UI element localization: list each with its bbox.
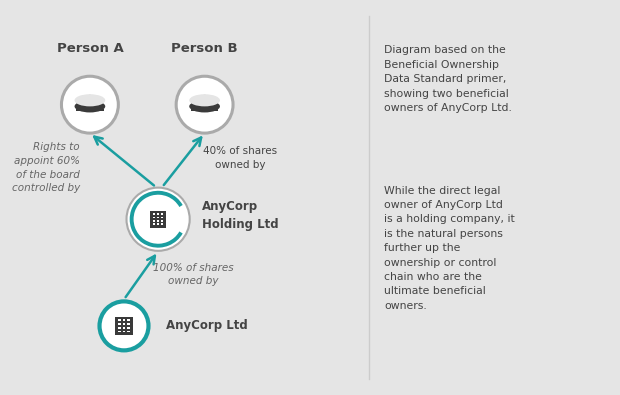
FancyBboxPatch shape: [123, 323, 125, 325]
Text: AnyCorp
Holding Ltd: AnyCorp Holding Ltd: [202, 200, 278, 231]
FancyBboxPatch shape: [127, 331, 130, 333]
Text: Diagram based on the
Beneficial Ownership
Data Standard primer,
showing two bene: Diagram based on the Beneficial Ownershi…: [384, 45, 512, 113]
FancyBboxPatch shape: [161, 224, 163, 225]
Text: Person B: Person B: [171, 41, 238, 55]
Circle shape: [99, 301, 149, 350]
FancyBboxPatch shape: [118, 327, 121, 329]
FancyBboxPatch shape: [76, 109, 104, 111]
FancyBboxPatch shape: [150, 211, 166, 228]
FancyBboxPatch shape: [153, 224, 155, 225]
Text: 40% of shares
owned by: 40% of shares owned by: [203, 146, 277, 170]
FancyBboxPatch shape: [115, 316, 133, 335]
FancyBboxPatch shape: [118, 323, 121, 325]
FancyBboxPatch shape: [127, 327, 130, 329]
FancyBboxPatch shape: [161, 217, 163, 218]
FancyBboxPatch shape: [127, 323, 130, 325]
FancyBboxPatch shape: [118, 331, 121, 333]
Text: AnyCorp Ltd: AnyCorp Ltd: [166, 320, 248, 332]
FancyBboxPatch shape: [157, 217, 159, 218]
Circle shape: [198, 95, 211, 107]
FancyBboxPatch shape: [161, 213, 163, 215]
FancyBboxPatch shape: [153, 217, 155, 218]
Text: Rights to
appoint 60%
of the board
controlled by: Rights to appoint 60% of the board contr…: [12, 143, 80, 193]
FancyBboxPatch shape: [153, 220, 155, 222]
FancyBboxPatch shape: [123, 327, 125, 329]
Ellipse shape: [74, 100, 105, 113]
Text: 100% of shares
owned by: 100% of shares owned by: [153, 263, 234, 286]
FancyBboxPatch shape: [127, 319, 130, 321]
Text: While the direct legal
owner of AnyCorp Ltd
is a holding company, it
is the natu: While the direct legal owner of AnyCorp …: [384, 186, 515, 311]
FancyBboxPatch shape: [153, 213, 155, 215]
FancyBboxPatch shape: [118, 319, 121, 321]
Circle shape: [84, 95, 96, 107]
FancyBboxPatch shape: [157, 220, 159, 222]
FancyBboxPatch shape: [157, 213, 159, 215]
Ellipse shape: [189, 94, 220, 106]
FancyBboxPatch shape: [191, 109, 218, 111]
Circle shape: [176, 76, 233, 133]
Ellipse shape: [74, 94, 105, 106]
FancyBboxPatch shape: [123, 331, 125, 333]
Circle shape: [61, 76, 118, 133]
Ellipse shape: [189, 100, 220, 113]
FancyBboxPatch shape: [161, 220, 163, 222]
FancyBboxPatch shape: [157, 224, 159, 225]
FancyBboxPatch shape: [123, 319, 125, 321]
Circle shape: [126, 188, 190, 251]
Text: Person A: Person A: [56, 41, 123, 55]
